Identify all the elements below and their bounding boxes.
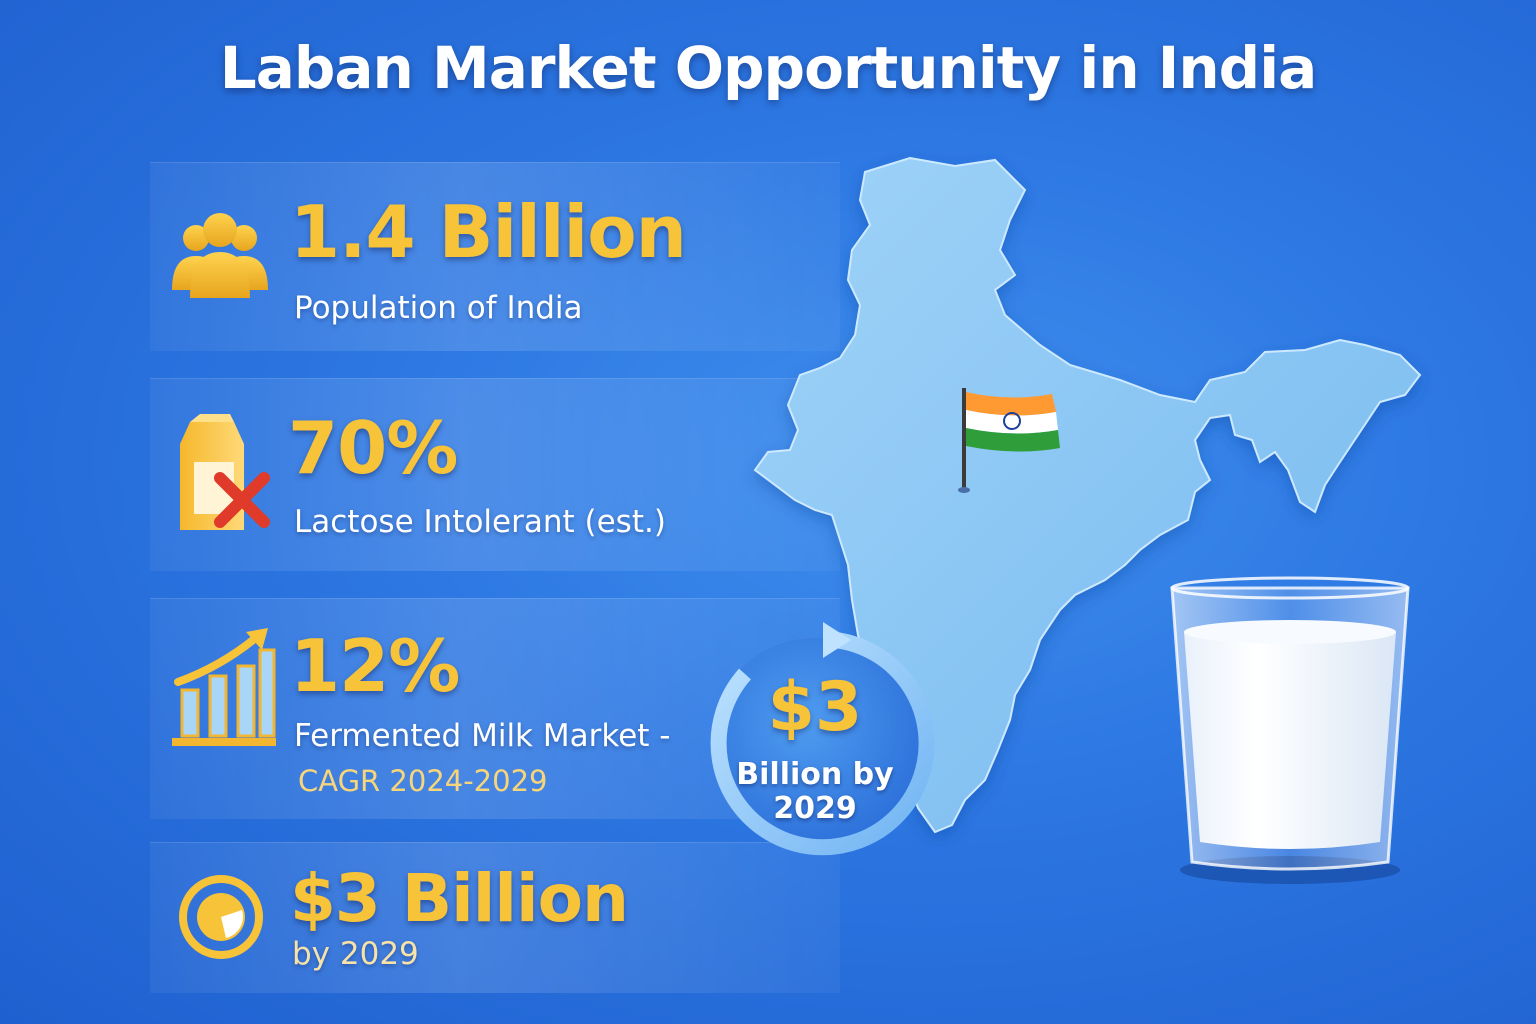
badge-caption: Billion by 2029 xyxy=(695,758,935,826)
stat-value-lactose: 70% xyxy=(288,406,458,490)
badge-arrow-icon xyxy=(823,622,851,658)
badge-amount: $3 xyxy=(767,668,863,747)
pie-target-icon xyxy=(179,875,263,959)
stat-row-population xyxy=(150,162,840,351)
growth-chart-icon xyxy=(172,628,276,746)
india-flag-icon xyxy=(966,392,1060,452)
growth-badge-ring xyxy=(710,622,935,856)
stat-label-market-size: by 2029 xyxy=(292,936,419,972)
stat-label-lactose: Lactose Intolerant (est.) xyxy=(294,504,666,540)
stat-row-market-size xyxy=(150,842,840,993)
badge-line-1: Billion by xyxy=(736,757,894,792)
milk-glass-image xyxy=(1170,576,1410,884)
people-icon xyxy=(172,213,268,298)
stat-label-population: Population of India xyxy=(294,290,583,326)
stat-label-fermented: Fermented Milk Market - xyxy=(294,718,671,754)
india-map xyxy=(753,156,1422,834)
page-title: Laban Market Opportunity in India xyxy=(219,34,1317,102)
stat-sublabel-cagr: CAGR 2024-2029 xyxy=(298,764,548,798)
stat-value-population: 1.4 Billion xyxy=(290,190,687,274)
stat-value-fermented: 12% xyxy=(290,624,460,708)
milk-carton-cross-icon xyxy=(180,414,270,530)
stat-value-market-size: $3 Billion xyxy=(290,860,629,937)
badge-line-2: 2029 xyxy=(773,791,857,826)
